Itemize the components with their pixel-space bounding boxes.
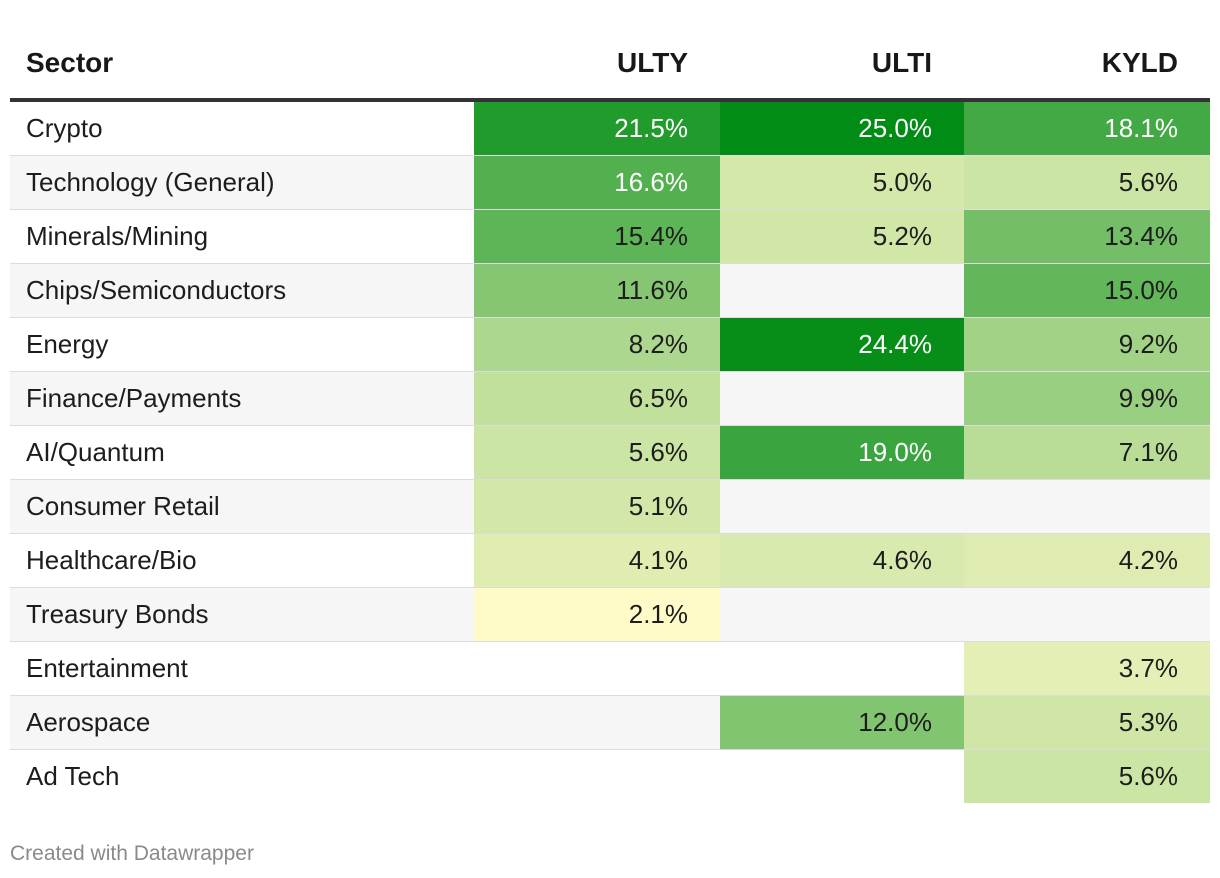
table-row: Chips/Semiconductors 11.6% 15.0% — [10, 263, 1210, 318]
cell-ulti: 12.0% — [720, 695, 964, 750]
cell-ulty: 16.6% — [474, 155, 720, 210]
cell-kyld: 15.0% — [964, 263, 1210, 318]
table-row: Entertainment 3.7% — [10, 641, 1210, 696]
cell-kyld: 9.2% — [964, 317, 1210, 372]
header-ulti: ULTI — [720, 28, 964, 102]
cell-ulty: 11.6% — [474, 263, 720, 318]
table-row: Ad Tech 5.6% — [10, 749, 1210, 804]
sector-label: Consumer Retail — [10, 479, 474, 534]
cell-kyld — [964, 479, 1210, 534]
cell-ulti: 5.2% — [720, 209, 964, 264]
cell-kyld: 9.9% — [964, 371, 1210, 426]
table-row: Healthcare/Bio 4.1% 4.6% 4.2% — [10, 533, 1210, 588]
table-row: Consumer Retail 5.1% — [10, 479, 1210, 534]
sector-label: Ad Tech — [26, 761, 120, 791]
cell-kyld: 5.6% — [964, 155, 1210, 210]
cell-ulty — [474, 750, 720, 804]
cell-ulty — [474, 641, 720, 696]
cell-ulti — [720, 750, 964, 804]
cell-ulti — [720, 641, 964, 696]
cell-kyld: 13.4% — [964, 209, 1210, 264]
sector-label: Entertainment — [10, 641, 474, 696]
cell-ulty: 2.1% — [474, 587, 720, 642]
heatmap-table: Sector ULTY ULTI KYLD Crypto 21.5% 25.0% 18… — [10, 28, 1210, 803]
cell-ulty: 6.5% — [474, 371, 720, 426]
header-kyld: KYLD — [964, 28, 1210, 102]
cell-ulti: 4.6% — [720, 533, 964, 588]
cell-kyld: 4.2% — [964, 533, 1210, 588]
cell-ulti — [720, 479, 964, 534]
cell-ulty: 5.1% — [474, 479, 720, 534]
sector-label: Treasury Bonds — [10, 587, 474, 642]
cell-ulti — [720, 587, 964, 642]
cell-ulty: 5.6% — [474, 425, 720, 480]
cell-ulti — [720, 263, 964, 318]
header-ulty: ULTY — [474, 28, 720, 102]
table-row: Technology (General) 16.6% 5.0% 5.6% — [10, 155, 1210, 210]
sector-label: Healthcare/Bio — [10, 533, 474, 588]
table-row: Finance/Payments 6.5% 9.9% — [10, 371, 1210, 426]
table-row: Energy 8.2% 24.4% 9.2% — [10, 317, 1210, 372]
cell-kyld: 5.3% — [964, 695, 1210, 750]
cell-ulty: 8.2% — [474, 317, 720, 372]
sector-label: Technology (General) — [10, 155, 474, 210]
sector-label: Aerospace — [10, 695, 474, 750]
sector-label: Energy — [10, 317, 474, 372]
cell-ulty: 15.4% — [474, 209, 720, 264]
table-row: Crypto 21.5% 25.0% 18.1% — [10, 100, 1210, 156]
table-row: Treasury Bonds 2.1% — [10, 587, 1210, 642]
cell-kyld: 18.1% — [964, 100, 1210, 156]
table-body: Crypto 21.5% 25.0% 18.1% Technology (General… — [10, 100, 1210, 803]
sector-label: Minerals/Mining — [10, 209, 474, 264]
cell-kyld: 3.7% — [964, 641, 1210, 696]
cell-ulti: 5.0% — [720, 155, 964, 210]
cell-ulti: 24.4% — [720, 317, 964, 372]
cell-ulty — [474, 695, 720, 750]
sector-table: Sector ULTY ULTI KYLD Crypto 21.5% 25.0% 18… — [10, 28, 1210, 803]
cell-kyld: 7.1% — [964, 425, 1210, 480]
cell-ulty: 21.5% — [474, 100, 720, 156]
cell-ulti: 25.0% — [720, 100, 964, 156]
sector-label: Crypto — [10, 100, 474, 156]
table-row: Minerals/Mining 15.4% 5.2% 13.4% — [10, 209, 1210, 264]
cell-ulty: 4.1% — [474, 533, 720, 588]
table-row: AI/Quantum 5.6% 19.0% 7.1% — [10, 425, 1210, 480]
cell-ulti: 19.0% — [720, 425, 964, 480]
table-row: Aerospace 12.0% 5.3% — [10, 695, 1210, 750]
header-row: Sector ULTY ULTI KYLD — [10, 28, 1210, 102]
cell-ulti — [720, 371, 964, 426]
credit-text: Created with Datawrapper — [10, 842, 254, 865]
sector-label: AI/Quantum — [10, 425, 474, 480]
header-sector: Sector — [10, 28, 474, 102]
cell-kyld: 5.6% — [964, 749, 1210, 803]
cell-kyld — [964, 587, 1210, 642]
sector-label: Finance/Payments — [10, 371, 474, 426]
sector-label: Chips/Semiconductors — [10, 263, 474, 318]
